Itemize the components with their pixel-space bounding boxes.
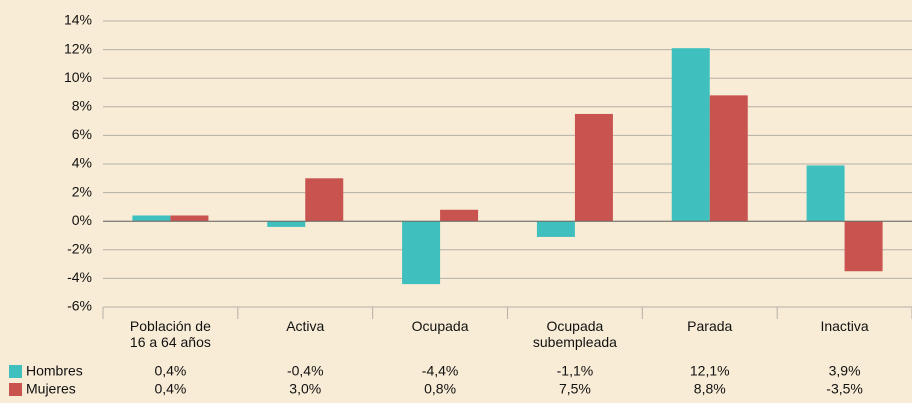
value-label: 7,5% xyxy=(559,381,591,397)
legend-label: Hombres xyxy=(26,363,83,379)
bar xyxy=(844,221,883,272)
value-label: 0,4% xyxy=(154,381,186,397)
value-label: 0,4% xyxy=(154,363,186,379)
bar xyxy=(402,221,441,285)
y-tick-label: -2% xyxy=(67,241,92,257)
value-label: -1,1% xyxy=(557,363,594,379)
x-tick-label: Activa xyxy=(286,318,325,334)
bar xyxy=(806,165,845,222)
bar xyxy=(440,209,479,222)
value-label: 3,9% xyxy=(829,363,861,379)
y-tick-label: 4% xyxy=(72,155,92,171)
value-label: 3,0% xyxy=(289,381,321,397)
x-tick-label: Población de 16 a 64 años xyxy=(129,318,211,350)
bar xyxy=(536,221,575,237)
value-label: -4,4% xyxy=(422,363,459,379)
y-tick-label: -4% xyxy=(67,269,92,285)
legend-label: Mujeres xyxy=(26,381,76,397)
y-tick-label: -6% xyxy=(67,298,92,314)
value-label: 8,8% xyxy=(694,381,726,397)
x-tick-label: Inactiva xyxy=(820,318,869,334)
value-label: 12,1% xyxy=(690,363,730,379)
y-tick-label: 6% xyxy=(72,126,92,142)
y-tick-label: 0% xyxy=(72,212,92,228)
bar xyxy=(574,113,613,222)
x-tick-label: Ocupada xyxy=(411,318,469,334)
value-label: -0,4% xyxy=(287,363,324,379)
bar xyxy=(709,95,748,222)
bar xyxy=(170,215,209,222)
bar xyxy=(671,48,710,222)
bar xyxy=(267,221,306,227)
x-tick-label: Parada xyxy=(687,318,733,334)
y-tick-label: 2% xyxy=(72,183,92,199)
x-tick-label: Ocupada subempleada xyxy=(532,318,617,350)
y-tick-label: 12% xyxy=(64,40,92,56)
legend-swatch xyxy=(9,365,22,378)
y-tick-label: 10% xyxy=(64,69,92,85)
bar xyxy=(305,178,344,222)
value-label: -3,5% xyxy=(826,381,863,397)
bar xyxy=(132,215,171,222)
y-tick-label: 8% xyxy=(72,98,92,114)
y-tick-label: 14% xyxy=(64,12,92,28)
value-label: 0,8% xyxy=(424,381,456,397)
legend-swatch xyxy=(9,383,22,396)
